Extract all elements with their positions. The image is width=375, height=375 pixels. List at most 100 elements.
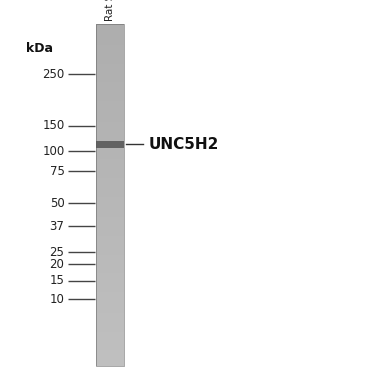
Bar bbox=[96, 280, 124, 282]
Bar bbox=[96, 330, 124, 332]
Bar bbox=[96, 320, 124, 321]
Bar bbox=[96, 129, 124, 130]
Bar bbox=[96, 50, 124, 52]
Text: 20: 20 bbox=[50, 258, 64, 270]
Bar bbox=[96, 69, 124, 70]
Bar bbox=[96, 287, 124, 289]
Bar bbox=[96, 314, 124, 316]
Bar bbox=[96, 313, 124, 314]
Bar bbox=[96, 91, 124, 93]
Text: 150: 150 bbox=[42, 119, 64, 132]
Bar bbox=[96, 337, 124, 338]
Bar bbox=[96, 209, 124, 210]
Bar bbox=[96, 350, 124, 352]
Bar bbox=[96, 151, 124, 152]
Bar bbox=[96, 285, 124, 287]
Bar bbox=[96, 24, 124, 26]
Text: 10: 10 bbox=[50, 293, 64, 306]
Bar bbox=[96, 118, 124, 120]
Bar bbox=[96, 246, 124, 248]
Bar bbox=[96, 171, 124, 173]
Bar bbox=[96, 77, 124, 79]
Bar bbox=[96, 110, 124, 111]
Bar bbox=[96, 62, 124, 64]
Bar bbox=[96, 258, 124, 260]
Bar bbox=[96, 267, 124, 268]
Bar bbox=[96, 26, 124, 28]
Bar bbox=[96, 82, 124, 84]
Bar bbox=[96, 42, 124, 43]
Text: UNC5H2: UNC5H2 bbox=[148, 137, 219, 152]
Bar bbox=[96, 210, 124, 212]
Bar bbox=[96, 125, 124, 127]
Bar bbox=[96, 115, 124, 117]
Bar bbox=[96, 360, 124, 362]
Bar bbox=[96, 318, 124, 320]
Bar bbox=[96, 120, 124, 122]
Bar bbox=[96, 134, 124, 135]
Bar bbox=[96, 328, 124, 330]
Bar bbox=[96, 338, 124, 340]
Bar bbox=[96, 354, 124, 356]
Bar bbox=[96, 190, 124, 192]
Bar bbox=[96, 108, 124, 109]
Bar bbox=[96, 28, 124, 30]
Bar bbox=[96, 220, 124, 222]
Bar bbox=[96, 277, 124, 279]
Bar bbox=[96, 311, 124, 313]
Bar bbox=[96, 241, 124, 243]
Bar bbox=[96, 161, 124, 163]
Bar bbox=[96, 200, 124, 202]
Bar bbox=[96, 34, 124, 36]
Bar bbox=[96, 243, 124, 244]
Bar bbox=[96, 333, 124, 335]
Bar bbox=[96, 146, 124, 147]
Bar bbox=[96, 308, 124, 309]
Bar bbox=[96, 30, 124, 31]
Bar bbox=[96, 253, 124, 255]
Bar bbox=[96, 251, 124, 253]
Bar bbox=[96, 301, 124, 303]
Bar bbox=[96, 231, 124, 232]
Bar bbox=[96, 87, 124, 89]
Bar bbox=[96, 224, 124, 226]
Bar bbox=[96, 89, 124, 91]
Bar bbox=[96, 284, 124, 285]
Bar bbox=[96, 219, 124, 220]
Bar bbox=[96, 216, 124, 217]
Bar bbox=[96, 282, 124, 284]
Bar bbox=[96, 58, 124, 60]
Text: 15: 15 bbox=[50, 274, 64, 287]
Bar bbox=[96, 186, 124, 188]
Bar bbox=[96, 345, 124, 347]
Bar bbox=[96, 79, 124, 81]
Text: 50: 50 bbox=[50, 197, 64, 210]
Bar bbox=[96, 222, 124, 224]
Bar bbox=[96, 33, 124, 34]
Bar bbox=[96, 158, 124, 159]
Bar bbox=[96, 306, 124, 308]
Bar bbox=[96, 57, 124, 58]
Bar bbox=[96, 299, 124, 301]
Bar bbox=[96, 214, 124, 216]
Bar bbox=[96, 96, 124, 98]
Bar bbox=[96, 289, 124, 291]
Bar bbox=[96, 46, 124, 48]
Bar bbox=[96, 178, 124, 180]
Bar bbox=[96, 297, 124, 299]
Bar bbox=[96, 342, 124, 344]
Bar bbox=[96, 349, 124, 350]
Bar bbox=[96, 106, 124, 108]
Bar bbox=[96, 43, 124, 45]
Bar bbox=[96, 195, 124, 197]
Bar bbox=[96, 164, 124, 166]
Bar bbox=[96, 132, 124, 134]
Bar bbox=[96, 229, 124, 231]
Bar bbox=[96, 323, 124, 325]
Bar bbox=[96, 198, 124, 200]
Bar bbox=[96, 113, 124, 115]
Bar bbox=[96, 127, 124, 129]
Bar bbox=[96, 40, 124, 42]
Text: 100: 100 bbox=[42, 145, 64, 158]
Bar bbox=[96, 67, 124, 69]
